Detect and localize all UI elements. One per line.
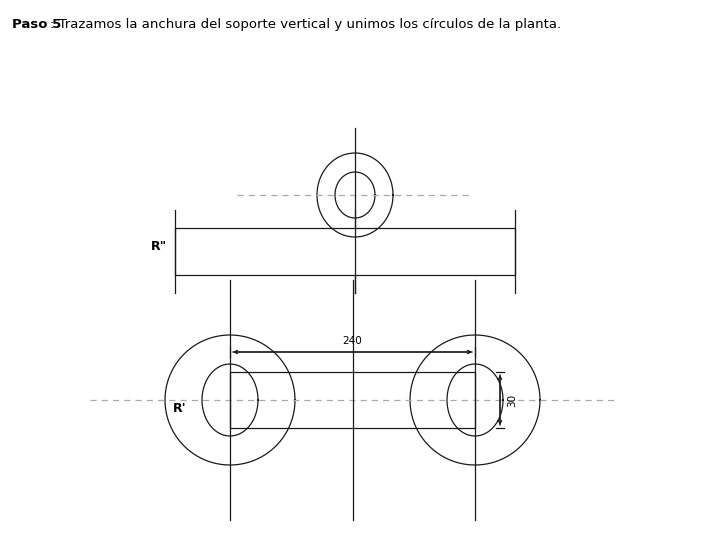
Text: 30: 30	[507, 394, 517, 407]
Text: : Trazamos la anchura del soporte vertical y unimos los círculos de la planta.: : Trazamos la anchura del soporte vertic…	[50, 18, 561, 31]
Text: Paso 5: Paso 5	[12, 18, 61, 31]
Bar	[230, 372, 475, 428]
Text: 240: 240	[343, 336, 362, 346]
Text: R': R'	[172, 402, 186, 415]
Bar	[175, 228, 515, 275]
Text: R": R"	[150, 240, 167, 253]
